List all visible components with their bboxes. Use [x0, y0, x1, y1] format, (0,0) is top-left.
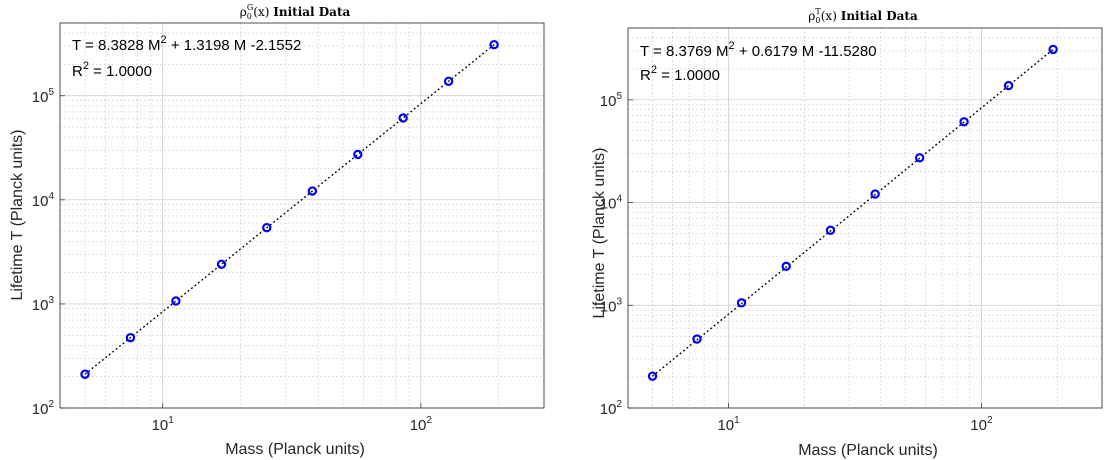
data-point — [781, 261, 791, 272]
data-point — [692, 334, 702, 344]
right-chart-title: ρ0T(x) Initial Data — [808, 7, 918, 25]
data-point — [870, 189, 880, 199]
axes-frame — [627, 27, 1103, 409]
data-point — [262, 222, 272, 233]
axes-frame — [59, 22, 545, 409]
data-point — [736, 298, 747, 308]
data-point — [1048, 44, 1058, 55]
x-tick-label: 101 — [152, 415, 175, 434]
data-point — [489, 39, 499, 50]
data-point — [398, 113, 408, 123]
y-tick-label: 103 — [600, 296, 623, 315]
left-x-axis-label: Mass (Planck units) — [225, 441, 365, 458]
x-tick-label: 102 — [970, 415, 993, 434]
data-point — [125, 332, 136, 343]
y-tick-label: 104 — [32, 191, 55, 210]
y-tick-label: 102 — [32, 399, 55, 418]
data-point — [647, 371, 658, 381]
y-tick-label: 105 — [600, 91, 623, 110]
data-point — [171, 296, 181, 306]
x-tick-label: 102 — [410, 415, 433, 434]
left-plot-area: 101 102 102 103 104 105 — [32, 22, 545, 434]
data-point — [825, 225, 836, 235]
data-point — [959, 117, 969, 127]
fit-line — [652, 48, 1054, 377]
left-chart: ρ0G(x) Initial Data 101 102 102 103 104 105 M… — [9, 3, 545, 458]
data-point — [307, 186, 318, 196]
fit-line — [84, 44, 495, 375]
data-point — [80, 369, 90, 379]
left-r-squared: R2 = 1.0000 — [72, 60, 152, 80]
right-x-axis-label: Mass (Planck units) — [798, 442, 938, 459]
data-point — [1003, 80, 1014, 91]
right-y-axis-label: Lifetime T (Planck units) — [591, 147, 608, 318]
y-tick-label: 103 — [32, 295, 55, 314]
y-tick-label: 104 — [600, 194, 623, 213]
data-point — [216, 259, 227, 269]
x-tick-label: 101 — [717, 415, 740, 434]
data-point — [443, 76, 454, 86]
left-y-axis-label: Lifetime T (Planck units) — [9, 129, 26, 300]
y-tick-label: 102 — [600, 399, 623, 418]
left-fit-equation: T = 8.3828 M2 + 1.3198 M -2.1552 — [72, 34, 301, 54]
right-chart: ρ0T(x) Initial Data 101 102 102 103 104 105 M… — [591, 7, 1103, 459]
right-fit-equation: T = 8.3769 M2 + 0.6179 M -11.5280 — [640, 40, 877, 60]
y-tick-label: 105 — [32, 87, 55, 106]
data-point — [353, 149, 363, 160]
right-r-squared: R2 = 1.0000 — [640, 64, 720, 84]
data-point — [914, 153, 925, 163]
right-plot-area: 101 102 102 103 104 105 — [600, 27, 1103, 434]
left-chart-title: ρ0G(x) Initial Data — [240, 3, 351, 21]
